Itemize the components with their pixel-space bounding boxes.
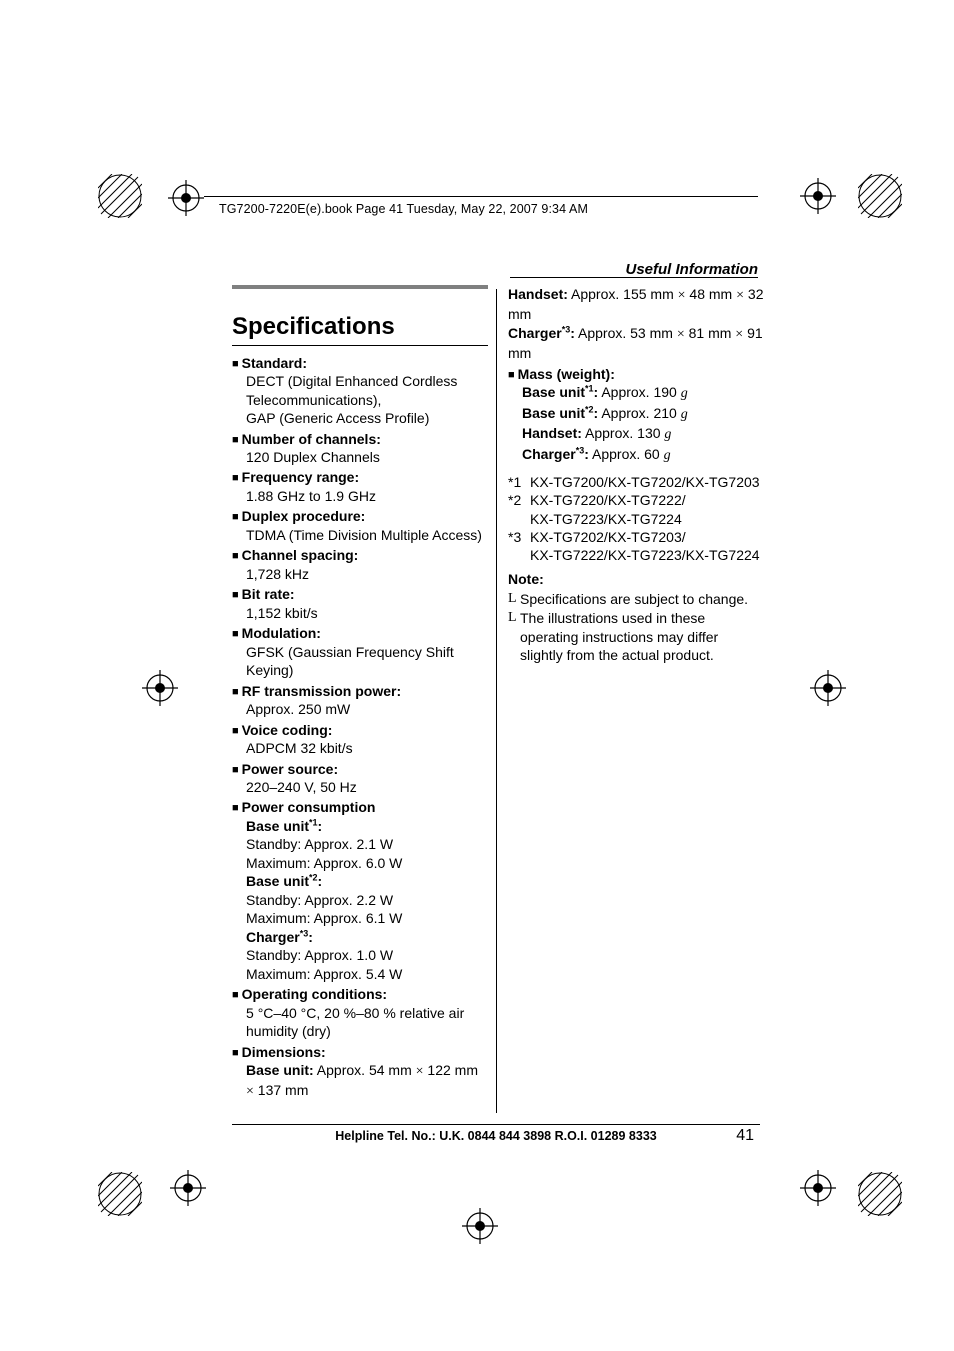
- regmark-hatched-icon: [858, 1172, 902, 1216]
- spec-body: ADPCM 32 kbit/s: [232, 739, 488, 757]
- spec-body: Base unit*1: Approx. 190 g Base unit*2: …: [508, 383, 764, 465]
- bullet-icon: ■: [508, 368, 515, 383]
- spec-channel-spacing: ■Channel spacing: 1,728 kHz: [232, 546, 488, 583]
- title-rule-thin: [232, 345, 488, 346]
- spec-rf-power: ■RF transmission power: Approx. 250 mW: [232, 682, 488, 719]
- spec-body: 120 Duplex Channels: [232, 448, 488, 466]
- spec-dimensions: ■Dimensions: Base unit: Approx. 54 mm × …: [232, 1043, 488, 1102]
- spec-head: Standard:: [242, 355, 307, 371]
- bullet-icon: L: [508, 590, 520, 608]
- spec-body: 1.88 GHz to 1.9 GHz: [232, 487, 488, 505]
- regmark-cross-icon: [142, 670, 178, 706]
- spec-mass: ■Mass (weight): Base unit*1: Approx. 190…: [508, 365, 764, 465]
- regmark-hatched-icon: [858, 174, 902, 218]
- regmark-cross-icon: [800, 1170, 836, 1206]
- note-item: LSpecifications are subject to change.: [508, 590, 764, 608]
- bullet-icon: ■: [232, 988, 239, 1003]
- regmark-cross-icon: [170, 1170, 206, 1206]
- spec-body: 1,728 kHz: [232, 565, 488, 583]
- spec-body: 5 °C–40 °C, 20 %–80 % relative air humid…: [232, 1004, 488, 1041]
- regmark-cross-icon: [810, 670, 846, 706]
- spec-body: 220–240 V, 50 Hz: [232, 778, 488, 796]
- spec-head: Duplex procedure:: [242, 508, 366, 524]
- note-heading: Note:: [508, 570, 764, 588]
- footnote: *1KX-TG7200/KX-TG7202/KX-TG7203: [508, 473, 764, 491]
- regmark-cross-icon: [800, 178, 836, 214]
- bullet-icon: L: [508, 609, 520, 664]
- bullet-icon: ■: [232, 588, 239, 603]
- spec-body: 1,152 kbit/s: [232, 604, 488, 622]
- regmark-cross-icon: [168, 180, 204, 216]
- spec-head: Modulation:: [242, 625, 321, 641]
- bullet-icon: ■: [232, 1046, 239, 1061]
- spec-body: Approx. 250 mW: [232, 700, 488, 718]
- bullet-icon: ■: [232, 357, 239, 372]
- print-header: TG7200-7220E(e).book Page 41 Tuesday, Ma…: [219, 202, 588, 216]
- section-header-rule: [510, 277, 758, 278]
- spec-body: DECT (Digital Enhanced Cordless Telecomm…: [232, 372, 488, 427]
- bullet-icon: ■: [232, 724, 239, 739]
- spec-standard: ■Standard: DECT (Digital Enhanced Cordle…: [232, 354, 488, 428]
- regmark-cross-icon: [462, 1208, 498, 1244]
- bullet-icon: ■: [232, 510, 239, 525]
- spec-duplex: ■Duplex procedure: TDMA (Time Division M…: [232, 507, 488, 544]
- bullet-icon: ■: [232, 433, 239, 448]
- bullet-icon: ■: [232, 627, 239, 642]
- regmark-hatched-icon: [98, 174, 142, 218]
- footnotes: *1KX-TG7200/KX-TG7202/KX-TG7203 *2KX-TG7…: [508, 473, 764, 564]
- spec-power-consumption: ■Power consumption Base unit*1: Standby:…: [232, 798, 488, 983]
- page-number: 41: [736, 1127, 754, 1145]
- column-divider: [496, 289, 497, 1113]
- bullet-icon: ■: [232, 801, 239, 816]
- spec-head: Dimensions:: [242, 1044, 326, 1060]
- spec-head: Number of channels:: [242, 431, 381, 447]
- spec-head: Mass (weight):: [518, 366, 615, 382]
- spec-head: Frequency range:: [242, 469, 359, 485]
- bullet-icon: ■: [232, 685, 239, 700]
- left-column: Specifications ■Standard: DECT (Digital …: [232, 285, 488, 1102]
- spec-head: Bit rate:: [242, 586, 295, 602]
- spec-head: Operating conditions:: [242, 986, 387, 1002]
- footnote: *3KX-TG7202/KX-TG7203/KX-TG7222/KX-TG722…: [508, 528, 764, 564]
- footer-helpline: Helpline Tel. No.: U.K. 0844 844 3898 R.…: [232, 1129, 760, 1143]
- spec-modulation: ■Modulation: GFSK (Gaussian Frequency Sh…: [232, 624, 488, 679]
- spec-channels: ■Number of channels: 120 Duplex Channels: [232, 430, 488, 467]
- print-header-rule: [204, 196, 758, 197]
- bullet-icon: ■: [232, 549, 239, 564]
- title-rule-thick: [232, 285, 488, 289]
- spec-body: Base unit*1: Standby: Approx. 2.1 W Maxi…: [232, 817, 488, 983]
- section-header: Useful Information: [625, 261, 758, 278]
- spec-body: TDMA (Time Division Multiple Access): [232, 526, 488, 544]
- bullet-icon: ■: [232, 763, 239, 778]
- spec-body: GFSK (Gaussian Frequency Shift Keying): [232, 643, 488, 680]
- regmark-hatched-icon: [98, 1172, 142, 1216]
- bullet-icon: ■: [232, 471, 239, 486]
- spec-head: Channel spacing:: [242, 547, 359, 563]
- spec-head: Voice coding:: [242, 722, 333, 738]
- spec-head: RF transmission power:: [242, 683, 401, 699]
- spec-dimensions-cont: Handset: Approx. 155 mm × 48 mm × 32 mm …: [508, 285, 764, 363]
- spec-power-source: ■Power source: 220–240 V, 50 Hz: [232, 760, 488, 797]
- spec-body: Base unit: Approx. 54 mm × 122 mm × 137 …: [232, 1061, 488, 1102]
- footnote: *2KX-TG7220/KX-TG7222/KX-TG7223/KX-TG722…: [508, 491, 764, 527]
- footer-rule: [232, 1124, 760, 1125]
- spec-operating-conditions: ■Operating conditions: 5 °C–40 °C, 20 %–…: [232, 985, 488, 1040]
- page-title: Specifications: [232, 311, 488, 343]
- spec-head: Power consumption: [242, 799, 376, 815]
- spec-bitrate: ■Bit rate: 1,152 kbit/s: [232, 585, 488, 622]
- spec-head: Power source:: [242, 761, 338, 777]
- note-item: LThe illustrations used in these operati…: [508, 609, 764, 664]
- spec-voice-coding: ■Voice coding: ADPCM 32 kbit/s: [232, 721, 488, 758]
- right-column: Handset: Approx. 155 mm × 48 mm × 32 mm …: [508, 285, 764, 665]
- spec-frequency: ■Frequency range: 1.88 GHz to 1.9 GHz: [232, 468, 488, 505]
